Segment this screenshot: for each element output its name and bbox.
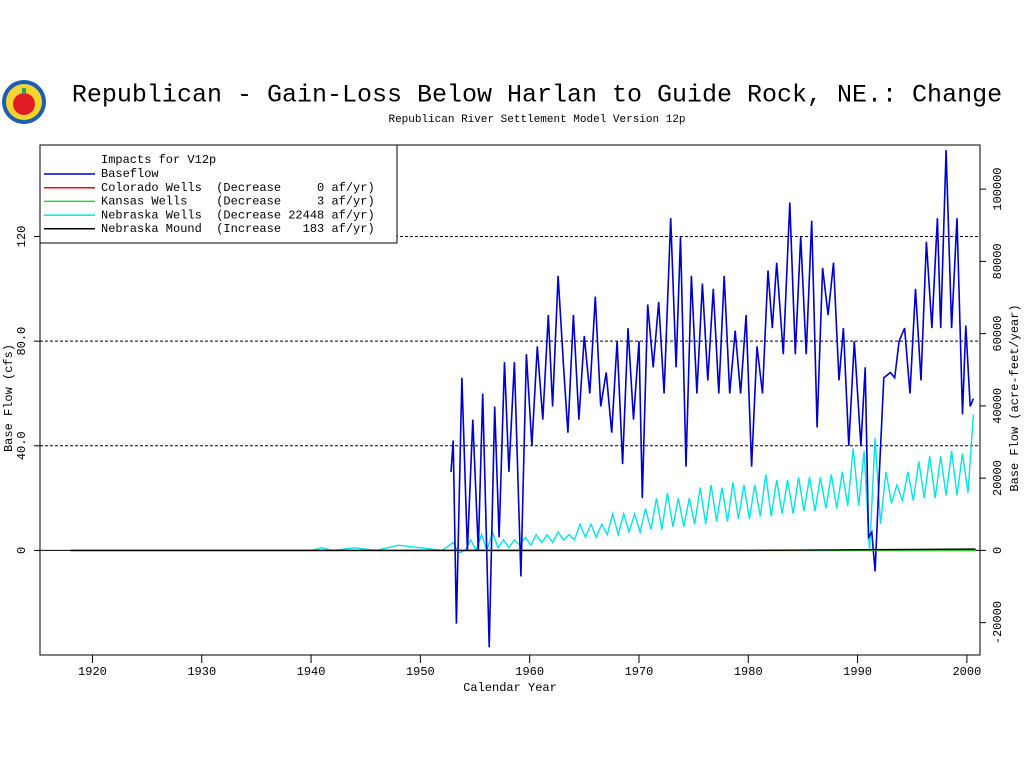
y-tick-label: 80.0: [15, 327, 29, 356]
x-tick-label: 1940: [297, 665, 326, 679]
legend-label: Nebraska Wells (Decrease 22448 af/yr): [101, 208, 375, 222]
x-tick-label: 1980: [734, 665, 763, 679]
y2-tick-label: 0: [991, 547, 1005, 554]
x-tick-label: 1920: [78, 665, 107, 679]
x-tick-label: 1950: [406, 665, 435, 679]
x-axis-label: Calendar Year: [463, 681, 557, 695]
y-tick-label: 40.0: [15, 431, 29, 460]
chart-title: Republican - Gain-Loss Below Harlan to G…: [72, 81, 1002, 110]
x-tick-label: 1970: [625, 665, 654, 679]
y2-axis-label: Base Flow (acre-feet/year): [1008, 304, 1022, 491]
legend-label: Baseflow: [101, 167, 159, 181]
x-tick-label: 1930: [187, 665, 216, 679]
series-line: [70, 548, 976, 552]
legend-label: Colorado Wells (Decrease 0 af/yr): [101, 181, 375, 195]
y2-tick-label: 20000: [991, 460, 1005, 496]
chart-subtitle: Republican River Settlement Model Versio…: [388, 114, 685, 126]
legend-label: Nebraska Mound (Increase 183 af/yr): [101, 222, 375, 236]
y2-tick-label: 40000: [991, 388, 1005, 424]
series-line: [450, 150, 975, 648]
y2-tick-label: -20000: [991, 601, 1005, 644]
y2-tick-label: 100000: [991, 168, 1005, 211]
y2-tick-label: 60000: [991, 316, 1005, 352]
legend-box: [39, 144, 398, 244]
y2-tick-label: 80000: [991, 243, 1005, 279]
x-tick-label: 1960: [515, 665, 544, 679]
legend-title: Impacts for V12p: [101, 153, 216, 167]
y-tick-label: 120: [15, 226, 29, 248]
y-tick-label: 0: [15, 547, 29, 554]
x-tick-label: 2000: [952, 665, 981, 679]
y-axis-label: Base Flow (cfs): [2, 344, 16, 452]
plot-frame: [39, 144, 981, 656]
x-tick-label: 1990: [843, 665, 872, 679]
logo: [2, 80, 46, 124]
legend-label: Kansas Wells (Decrease 3 af/yr): [101, 195, 375, 209]
